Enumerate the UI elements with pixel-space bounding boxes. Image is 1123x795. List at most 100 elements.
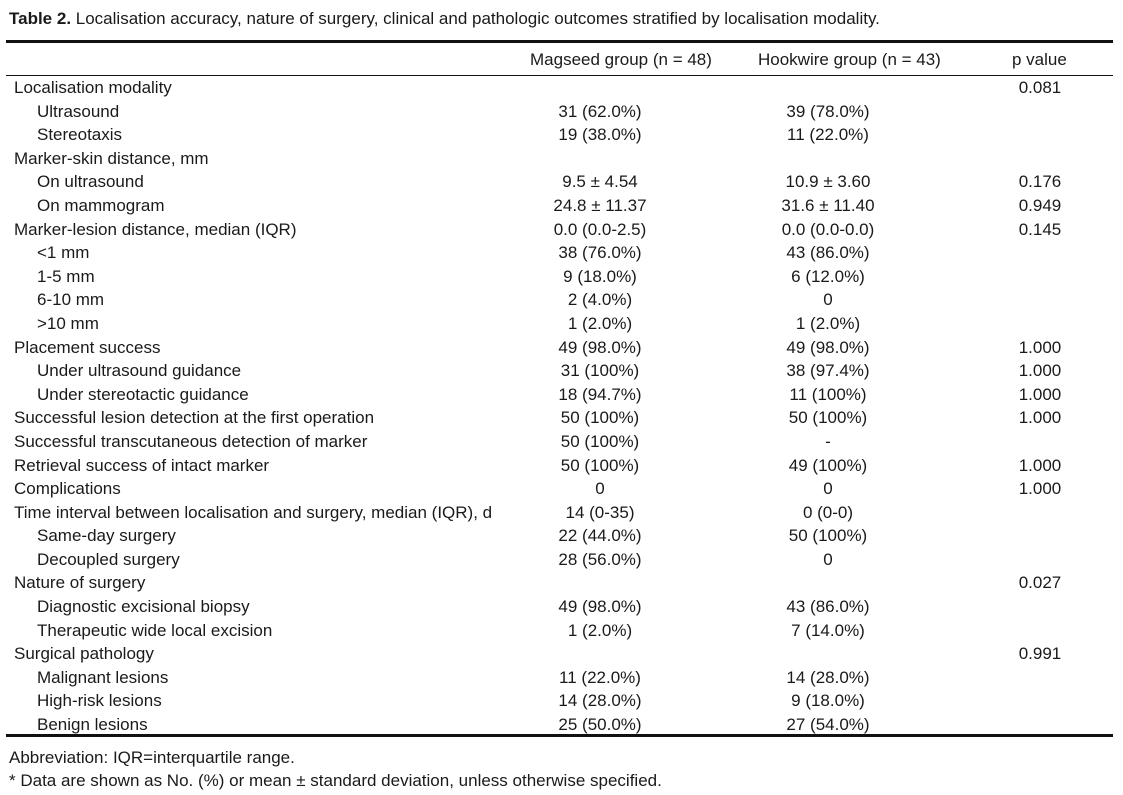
- p-value-cell: 1.000: [1018, 408, 1062, 428]
- table-caption: Table 2. Localisation accuracy, nature o…: [9, 9, 880, 29]
- table-header-row: Magseed group (n = 48) Hookwire group (n…: [0, 48, 1123, 72]
- row-label-cell: Successful lesion detection at the first…: [14, 408, 375, 428]
- table-bottom-rule: [6, 734, 1113, 737]
- p-value-cell: 0.081: [1018, 78, 1062, 97]
- magseed-value-cell: 9.5 ± 4.54: [562, 172, 638, 192]
- table-row: Diagnostic excisional biopsy 49 (98.0%) 43…: [0, 595, 1123, 619]
- row-label-cell: Nature of surgery: [14, 573, 146, 593]
- hookwire-value-cell: 9 (18.0%): [791, 691, 865, 711]
- table-caption-text: Localisation accuracy, nature of surgery…: [71, 9, 880, 28]
- p-value-cell: 1.000: [1018, 337, 1062, 357]
- magseed-value-cell: 28 (56.0%): [558, 549, 642, 569]
- hookwire-value-cell: 43 (86.0%): [786, 243, 870, 263]
- magseed-value-cell: 19 (38.0%): [558, 125, 642, 145]
- magseed-value-cell: 14 (0-35): [565, 502, 635, 522]
- row-label-cell: Stereotaxis: [37, 125, 123, 145]
- p-value-cell: 1.000: [1018, 479, 1062, 499]
- row-label-cell: 1-5 mm: [37, 266, 95, 286]
- p-value-cell: 1.000: [1018, 384, 1062, 404]
- table-row: Nature of surgery 0.027: [0, 571, 1123, 595]
- row-label-cell: High-risk lesions: [37, 691, 162, 711]
- table-row: 6-10 mm 2 (4.0%) 0: [0, 288, 1123, 312]
- table-row: Surgical pathology 0.991: [0, 642, 1123, 666]
- row-label-cell: Localisation modality: [14, 78, 172, 97]
- table-row: On ultrasound 9.5 ± 4.54 10.9 ± 3.60 0.176: [0, 170, 1123, 194]
- magseed-value-cell: 2 (4.0%): [567, 290, 633, 310]
- hookwire-value-cell: 50 (100%): [788, 408, 868, 428]
- magseed-value-cell: 14 (28.0%): [558, 691, 642, 711]
- hookwire-value-cell: 0 (0-0): [802, 502, 854, 522]
- magseed-value-cell: 31 (100%): [560, 361, 640, 381]
- p-value-cell: 0.176: [1018, 172, 1062, 192]
- table-row: Therapeutic wide local excision 1 (2.0%) 7…: [0, 619, 1123, 643]
- table-row: <1 mm 38 (76.0%) 43 (86.0%): [0, 241, 1123, 265]
- table-row: Malignant lesions 11 (22.0%) 14 (28.0%): [0, 666, 1123, 690]
- table-body: Localisation modality 0.081 Ultrasound 31 (…: [0, 76, 1123, 737]
- row-label-cell: Decoupled surgery: [37, 549, 180, 569]
- table-header-rule: [6, 75, 1113, 76]
- magseed-value-cell: 31 (62.0%): [558, 101, 642, 121]
- table-row: 1-5 mm 9 (18.0%) 6 (12.0%): [0, 265, 1123, 289]
- hookwire-value-cell: 39 (78.0%): [786, 101, 870, 121]
- magseed-value-cell: 50 (100%): [560, 455, 640, 475]
- header-hookwire-group: Hookwire group (n = 43): [758, 50, 941, 69]
- header-p-value: p value: [1012, 50, 1067, 69]
- p-value-cell: 1.000: [1018, 455, 1062, 475]
- row-label-cell: Diagnostic excisional biopsy: [37, 597, 250, 617]
- hookwire-value-cell: 49 (98.0%): [786, 337, 870, 357]
- table-row: Time interval between localisation and s…: [0, 501, 1123, 525]
- hookwire-value-cell: 0: [823, 290, 833, 310]
- magseed-value-cell: 1 (2.0%): [567, 313, 633, 333]
- row-label-cell: Complications: [14, 479, 121, 499]
- hookwire-value-cell: 50 (100%): [788, 526, 868, 546]
- hookwire-value-cell: 0: [823, 549, 833, 569]
- hookwire-value-cell: 38 (97.4%): [786, 361, 870, 381]
- hookwire-value-cell: 0: [823, 479, 833, 499]
- table-top-rule: [6, 40, 1113, 43]
- hookwire-value-cell: 11 (22.0%): [787, 125, 869, 145]
- table-row: Placement success 49 (98.0%) 49 (98.0%) 1.0…: [0, 336, 1123, 360]
- magseed-value-cell: 0.0 (0.0-2.5): [553, 219, 647, 239]
- hookwire-value-cell: 11 (100%): [789, 384, 867, 404]
- row-label-cell: Surgical pathology: [14, 644, 154, 664]
- table-row: Retrieval success of intact marker 50 (10…: [0, 454, 1123, 478]
- hookwire-value-cell: 14 (28.0%): [786, 667, 870, 687]
- magseed-value-cell: 25 (50.0%): [558, 715, 642, 735]
- table-row: Under stereotactic guidance 18 (94.7%) 11 …: [0, 383, 1123, 407]
- magseed-value-cell: 1 (2.0%): [567, 620, 633, 640]
- header-magseed-group: Magseed group (n = 48): [530, 50, 712, 69]
- row-label-cell: Malignant lesions: [37, 667, 169, 687]
- table-row: Same-day surgery 22 (44.0%) 50 (100%): [0, 524, 1123, 548]
- row-label-cell: Placement success: [14, 337, 161, 357]
- table-row: Stereotaxis 19 (38.0%) 11 (22.0%): [0, 123, 1123, 147]
- magseed-value-cell: 50 (100%): [560, 408, 640, 428]
- magseed-value-cell: 24.8 ± 11.37: [553, 195, 647, 215]
- abbreviation-note: Abbreviation: IQR=interquartile range.: [9, 748, 295, 767]
- table-row: Marker-skin distance, mm: [0, 147, 1123, 171]
- row-label-cell: >10 mm: [37, 313, 99, 333]
- hookwire-value-cell: 7 (14.0%): [791, 620, 865, 640]
- row-label-cell: On mammogram: [37, 195, 165, 215]
- row-label-cell: Retrieval success of intact marker: [14, 455, 270, 475]
- row-label-cell: Benign lesions: [37, 715, 148, 735]
- row-label-cell: Time interval between localisation and s…: [14, 502, 493, 522]
- data-footnote: * Data are shown as No. (%) or mean ± st…: [9, 771, 662, 790]
- table-notes: Abbreviation: IQR=interquartile range. *…: [9, 746, 662, 792]
- table-row: Under ultrasound guidance 31 (100%) 38 (97…: [0, 359, 1123, 383]
- magseed-value-cell: 22 (44.0%): [558, 526, 642, 546]
- row-label-cell: 6-10 mm: [37, 290, 105, 310]
- table-row: Successful lesion detection at the first…: [0, 406, 1123, 430]
- magseed-value-cell: 18 (94.7%): [558, 384, 642, 404]
- table-row: On mammogram 24.8 ± 11.37 31.6 ± 11.40 0.94…: [0, 194, 1123, 218]
- p-value-cell: 0.027: [1018, 573, 1062, 593]
- table-row: >10 mm 1 (2.0%) 1 (2.0%): [0, 312, 1123, 336]
- hookwire-value-cell: 31.6 ± 11.40: [781, 195, 875, 215]
- hookwire-value-cell: 49 (100%): [788, 455, 868, 475]
- row-label-cell: Marker-lesion distance, median (IQR): [14, 219, 297, 239]
- p-value-cell: 0.949: [1018, 195, 1062, 215]
- row-label-cell: <1 mm: [37, 243, 90, 263]
- table-caption-label: Table 2.: [9, 9, 72, 28]
- table-row: Successful transcutaneous detection of m…: [0, 430, 1123, 454]
- table-row: Complications 0 0 1.000: [0, 477, 1123, 501]
- hookwire-value-cell: 43 (86.0%): [786, 597, 870, 617]
